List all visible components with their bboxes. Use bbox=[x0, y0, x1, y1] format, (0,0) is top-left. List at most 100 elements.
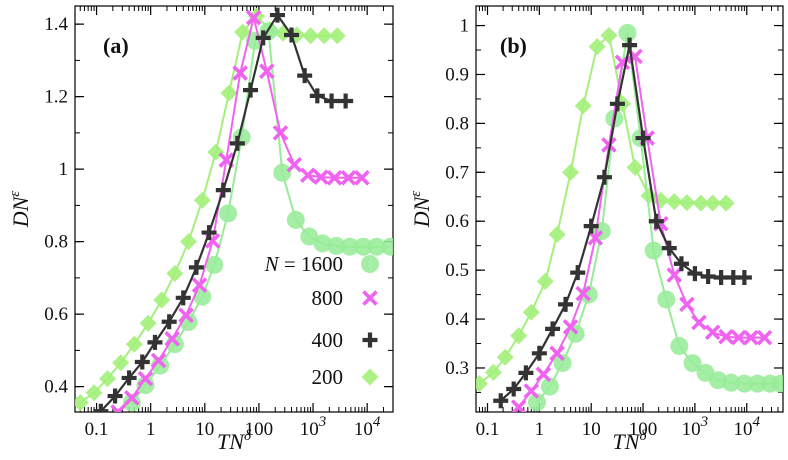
marker-400-0 bbox=[493, 393, 509, 409]
marker-legend-1600-0 bbox=[361, 255, 379, 273]
y-tick-label: 0.8 bbox=[445, 113, 469, 134]
marker-800-18 bbox=[354, 170, 370, 186]
marker-200-10 bbox=[600, 26, 618, 44]
series-800 bbox=[110, 9, 370, 412]
marker-200-0 bbox=[476, 375, 488, 393]
y-tick-label: 0.3 bbox=[445, 358, 469, 379]
marker-800-7 bbox=[601, 137, 617, 153]
y-tick-label: 0.7 bbox=[445, 162, 469, 183]
y-tick-label: 1 bbox=[59, 159, 69, 180]
marker-1600-13 bbox=[300, 227, 319, 246]
marker-200-8 bbox=[574, 97, 592, 115]
marker-400-15 bbox=[687, 266, 703, 282]
marker-200-5 bbox=[139, 314, 157, 332]
marker-1600-2 bbox=[553, 354, 572, 373]
marker-200-7 bbox=[562, 163, 580, 181]
plot-area bbox=[75, 7, 393, 412]
marker-1600-12 bbox=[683, 354, 702, 373]
marker-800-4 bbox=[164, 331, 180, 347]
marker-800-12 bbox=[272, 125, 289, 141]
marker-800-19 bbox=[756, 329, 773, 346]
y-tick-label: 0.5 bbox=[445, 260, 469, 281]
marker-200-5 bbox=[536, 272, 554, 290]
y-tick-label: 1.2 bbox=[44, 87, 68, 108]
marker-800-6 bbox=[191, 277, 208, 293]
marker-200-18 bbox=[704, 194, 722, 212]
marker-400-12 bbox=[648, 213, 664, 229]
marker-1600-5 bbox=[193, 287, 212, 306]
marker-400-15 bbox=[297, 68, 313, 84]
x-tick-label: 103 bbox=[682, 414, 709, 440]
marker-400-10 bbox=[229, 135, 245, 151]
marker-400-11 bbox=[243, 82, 259, 98]
marker-1600-15 bbox=[327, 236, 346, 255]
y-tick-label: 0.4 bbox=[44, 377, 68, 398]
marker-800-0 bbox=[110, 404, 126, 412]
marker-1600-9 bbox=[644, 241, 663, 260]
marker-200-4 bbox=[125, 335, 143, 353]
marker-400-4 bbox=[545, 321, 561, 337]
marker-800-2 bbox=[137, 370, 154, 387]
series-line-800 bbox=[117, 16, 362, 412]
marker-legend-200-0 bbox=[361, 368, 379, 386]
panel-a: 0.1 1 10 100 103 104 0.4 0.6 0.8 1 1.2 1.4 TNδ DNε (a)… bbox=[7, 5, 394, 454]
marker-400-2 bbox=[518, 365, 534, 381]
marker-1600-14 bbox=[313, 234, 332, 253]
marker-200-1 bbox=[484, 363, 502, 381]
marker-200-16 bbox=[678, 194, 696, 212]
marker-1600-7 bbox=[618, 23, 637, 42]
marker-800-15 bbox=[313, 169, 329, 185]
marker-400-3 bbox=[531, 345, 547, 361]
marker-400-1 bbox=[506, 381, 522, 397]
marker-800-2 bbox=[535, 366, 552, 383]
marker-400-5 bbox=[558, 296, 574, 312]
marker-1600-16 bbox=[340, 237, 359, 256]
x-tick-label: 10 bbox=[582, 419, 601, 440]
marker-200-6 bbox=[153, 291, 171, 309]
marker-800-4 bbox=[562, 319, 579, 335]
marker-400-6 bbox=[175, 290, 191, 306]
marker-400-14 bbox=[673, 256, 689, 272]
marker-800-0 bbox=[510, 399, 527, 412]
marker-1600-17 bbox=[354, 237, 373, 256]
marker-400-8 bbox=[201, 225, 217, 241]
marker-400-19 bbox=[736, 269, 752, 285]
marker-800-9 bbox=[232, 65, 248, 81]
marker-1600-18 bbox=[367, 237, 386, 256]
marker-200-11 bbox=[220, 84, 238, 102]
marker-200-17 bbox=[692, 194, 710, 212]
x-tick-label: 1 bbox=[146, 419, 156, 440]
marker-1600-0 bbox=[122, 393, 141, 412]
marker-800-10 bbox=[245, 9, 262, 26]
marker-400-17 bbox=[324, 93, 340, 109]
marker-200-18 bbox=[315, 27, 333, 45]
marker-400-13 bbox=[269, 7, 285, 23]
marker-1600-10 bbox=[657, 290, 676, 309]
marker-1600-19 bbox=[771, 374, 783, 393]
marker-400-0 bbox=[93, 403, 109, 412]
marker-800-12 bbox=[666, 267, 683, 283]
x-tick-label: 1 bbox=[535, 419, 545, 440]
y-tick-label: 0.9 bbox=[445, 64, 469, 85]
y-tick-label: 0.6 bbox=[445, 211, 469, 232]
marker-400-13 bbox=[661, 240, 677, 256]
marker-800-16 bbox=[718, 328, 734, 345]
marker-1600-1 bbox=[540, 377, 559, 396]
marker-800-3 bbox=[150, 352, 167, 369]
x-tick-label: 104 bbox=[734, 414, 761, 440]
legend-label-1600: N = 1600 bbox=[264, 252, 343, 276]
marker-200-17 bbox=[302, 27, 320, 45]
x-tick-label: 103 bbox=[300, 414, 327, 440]
marker-400-16 bbox=[700, 269, 716, 285]
y-tick-label: 0.8 bbox=[44, 232, 68, 253]
series-400 bbox=[493, 37, 752, 409]
marker-200-2 bbox=[496, 348, 514, 366]
panel-tag: (b) bbox=[500, 33, 527, 58]
marker-1600-7 bbox=[219, 204, 238, 223]
plot-area bbox=[476, 23, 783, 412]
marker-400-6 bbox=[570, 265, 586, 281]
marker-400-7 bbox=[583, 218, 599, 234]
legend-label-800: 800 bbox=[312, 286, 344, 310]
marker-200-9 bbox=[588, 38, 606, 56]
